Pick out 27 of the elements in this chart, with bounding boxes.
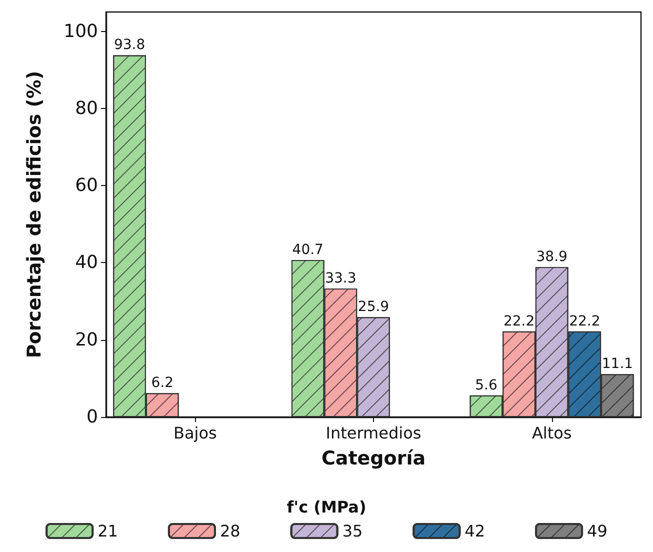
data-label: 40.7: [292, 242, 324, 258]
data-label: 22.2: [569, 313, 600, 330]
data-label: 25.9: [358, 299, 390, 316]
data-label: 6.2: [151, 375, 174, 392]
data-label: 22.2: [503, 313, 535, 330]
data-label: 93.8: [114, 37, 146, 54]
legend-label: 49: [587, 522, 608, 540]
x-axis-title: Categoría: [321, 448, 426, 470]
y-tick-label: 0: [86, 406, 98, 428]
y-axis-title: Porcentaje de edificios (%): [24, 70, 46, 358]
data-label: 11.1: [602, 356, 634, 372]
x-tick-label: Intermedios: [326, 424, 422, 442]
y-tick-label: 60: [75, 175, 98, 196]
y-tick-label: 100: [64, 20, 98, 42]
legend-label: 35: [342, 522, 363, 540]
data-label: 33.3: [325, 270, 356, 287]
y-tick-label: 80: [75, 98, 98, 119]
legend-label: 28: [220, 522, 240, 540]
legend-label: 21: [98, 522, 118, 540]
data-label: 5.6: [475, 377, 498, 394]
x-tick-label: Bajos: [173, 424, 217, 442]
x-tick-label: Altos: [532, 424, 572, 442]
y-tick-label: 40: [75, 252, 98, 274]
data-label: 38.9: [536, 248, 568, 265]
y-tick-label: 20: [75, 329, 98, 350]
legend-label: 42: [464, 522, 486, 540]
legend-title: f'c (MPa): [286, 498, 366, 516]
